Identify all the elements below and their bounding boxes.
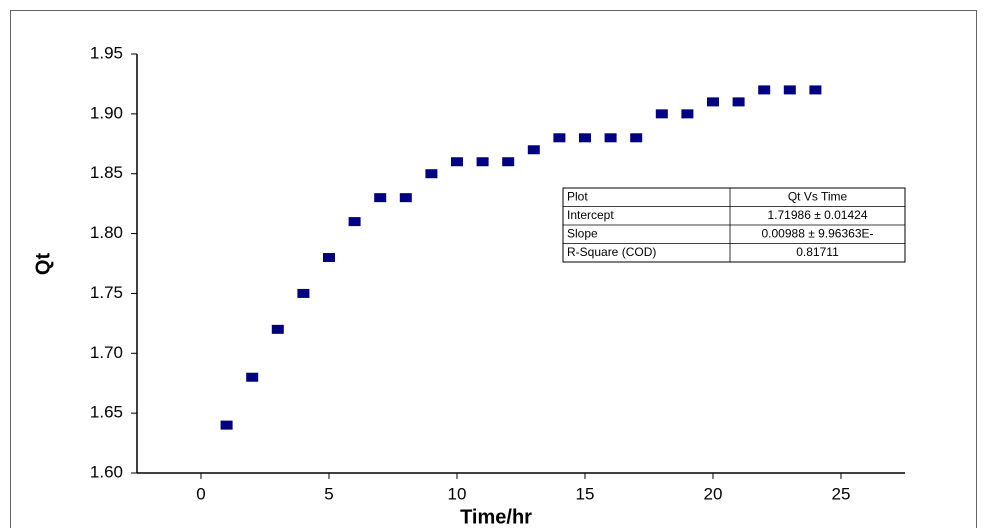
marker	[630, 133, 643, 143]
marker	[783, 85, 796, 95]
marker	[348, 217, 361, 227]
table-cell: Intercept	[567, 208, 614, 222]
x-tick-label: 15	[576, 484, 595, 503]
marker	[374, 193, 387, 203]
table-cell: Qt Vs Time	[788, 189, 848, 203]
marker	[655, 109, 668, 119]
y-tick-label: 1.65	[90, 403, 123, 422]
marker	[553, 133, 566, 143]
marker	[809, 85, 822, 95]
y-tick-label: 1.70	[90, 343, 123, 362]
marker	[399, 193, 412, 203]
marker	[604, 133, 617, 143]
table-cell: R-Square (COD)	[567, 245, 656, 259]
marker	[271, 324, 284, 334]
marker	[425, 169, 438, 179]
x-tick-label: 25	[832, 484, 851, 503]
marker	[758, 85, 771, 95]
x-tick-label: 0	[196, 484, 205, 503]
y-tick-label: 1.80	[90, 223, 123, 242]
x-axis-label: Time/hr	[460, 506, 532, 528]
marker	[246, 372, 259, 382]
table-cell: 1.71986 ± 0.01424	[767, 208, 867, 222]
x-tick-label: 20	[704, 484, 723, 503]
table-cell: Slope	[567, 226, 598, 240]
y-tick-label: 1.90	[90, 103, 123, 122]
x-tick-label: 5	[324, 484, 333, 503]
x-tick-label: 10	[448, 484, 467, 503]
table-cell: Plot	[567, 189, 588, 203]
marker	[476, 157, 489, 167]
y-tick-label: 1.95	[90, 43, 123, 62]
marker	[502, 157, 515, 167]
table-cell: 0.81711	[796, 245, 839, 259]
marker	[297, 288, 310, 298]
marker	[527, 145, 540, 155]
y-axis-label: Qt	[32, 253, 54, 276]
marker	[707, 97, 719, 107]
marker	[451, 157, 463, 167]
frame	[10, 10, 977, 528]
y-tick-label: 1.75	[90, 283, 123, 302]
y-tick-label: 1.60	[90, 462, 123, 481]
y-tick-label: 1.85	[90, 163, 123, 182]
marker	[732, 97, 745, 107]
marker	[323, 253, 335, 263]
marker	[220, 420, 233, 430]
marker	[579, 133, 591, 143]
table-cell: 0.00988 ± 9.96363E-	[761, 226, 873, 240]
marker	[681, 109, 694, 119]
